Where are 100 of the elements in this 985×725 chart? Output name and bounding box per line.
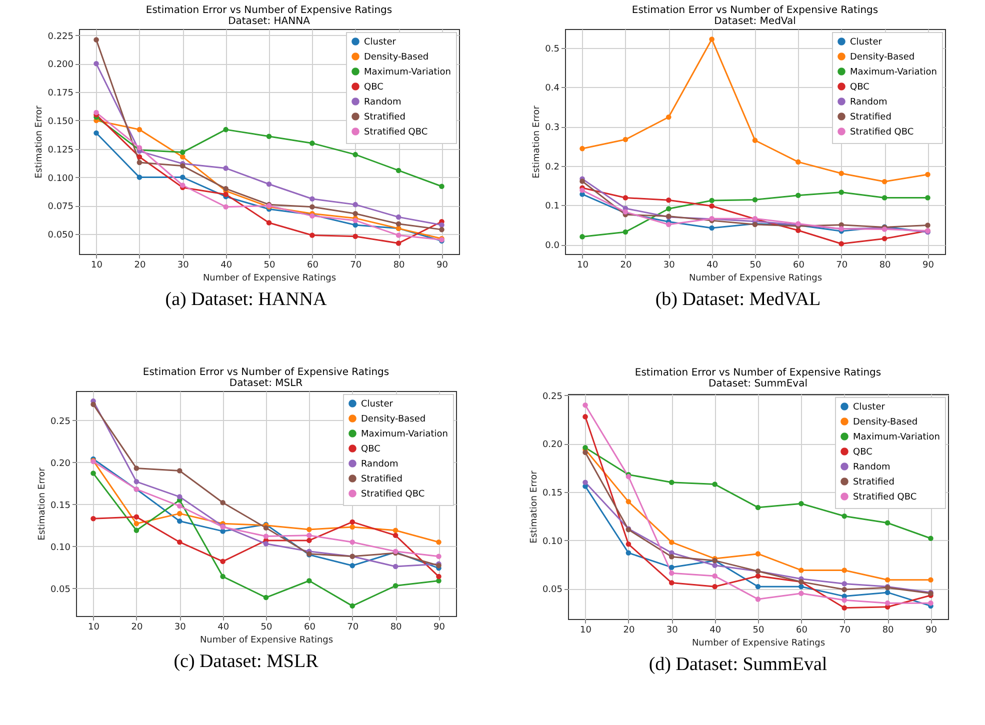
point [798, 500, 804, 506]
x-axis-title: Number of Expensive Ratings [688, 274, 822, 284]
point [136, 154, 142, 160]
legend-label: QBC [361, 444, 380, 454]
point [134, 521, 140, 526]
point [582, 450, 588, 456]
point [392, 583, 398, 588]
point [755, 573, 761, 579]
x-tick-label: 80 [390, 622, 402, 632]
point [392, 564, 398, 570]
point [842, 514, 848, 519]
x-tick-label: 20 [134, 260, 146, 270]
point [392, 528, 398, 534]
y-tick-label: 0.05 [50, 584, 70, 595]
point [622, 195, 628, 200]
x-tick-label: 90 [926, 626, 938, 636]
point [309, 204, 314, 210]
point [436, 554, 442, 560]
y-tick-label: 0.15 [542, 488, 562, 499]
point [350, 519, 356, 525]
point [928, 600, 934, 606]
x-tick-label: 30 [663, 260, 676, 270]
legend-label: QBC [853, 448, 872, 458]
point [436, 574, 442, 580]
x-tick-label: 90 [436, 260, 448, 270]
x-tick-label: 20 [131, 622, 143, 632]
x-tick-label: 60 [792, 260, 805, 270]
legend-label: Cluster [850, 38, 882, 48]
point [176, 539, 182, 545]
point [755, 584, 761, 590]
x-tick-label: 90 [434, 622, 446, 632]
point [263, 541, 269, 546]
point [884, 590, 890, 596]
point [709, 203, 714, 209]
point [266, 134, 272, 140]
point [263, 594, 269, 600]
point [306, 526, 312, 532]
point [134, 466, 140, 471]
x-tick-label: 60 [306, 260, 318, 270]
point [928, 577, 934, 583]
x-tick-label: 40 [710, 626, 722, 636]
x-axis-title: Number of Expensive Ratings [200, 636, 334, 646]
point [838, 241, 844, 246]
point [222, 192, 228, 197]
point [884, 600, 890, 606]
legend-label: Maximum-Variation [361, 430, 448, 440]
chart-subtitle: Dataset: MSLR [229, 378, 303, 389]
point [712, 573, 718, 579]
point [136, 145, 142, 150]
x-tick-label: 40 [218, 622, 230, 632]
point [136, 160, 142, 166]
legend-label: Stratified QBC [850, 128, 914, 138]
point [582, 402, 588, 408]
y-tick-label: 0.20 [542, 440, 563, 450]
y-tick-label: 0.225 [47, 32, 73, 42]
point [395, 232, 401, 238]
x-axis-title: Number of Expensive Ratings [202, 274, 336, 284]
point [925, 222, 930, 228]
point [222, 186, 228, 192]
legend-label: Stratified QBC [853, 492, 917, 502]
point [668, 570, 674, 576]
legend-label: QBC [850, 82, 870, 92]
point [755, 504, 761, 510]
text: (c) Dataset: MSLR [174, 651, 318, 673]
point [884, 577, 890, 583]
y-tick-label: 0.175 [47, 88, 73, 99]
point [222, 204, 228, 210]
legend-label: Maximum-Variation [364, 68, 450, 78]
x-tick-label: 30 [174, 622, 186, 632]
point [306, 578, 312, 584]
y-tick-label: 0.0 [545, 241, 560, 252]
point [842, 605, 848, 611]
point [709, 225, 714, 231]
point [626, 550, 632, 556]
point [838, 190, 844, 195]
x-tick-label: 10 [577, 260, 589, 270]
y-tick-label: 0.050 [47, 230, 74, 241]
point [220, 528, 226, 534]
legend-label: Stratified QBC [364, 128, 428, 138]
x-tick-label: 60 [796, 626, 808, 636]
x-tick-label: 80 [392, 260, 405, 270]
point [666, 222, 672, 228]
point [392, 532, 398, 538]
point [668, 580, 674, 586]
point [436, 578, 442, 584]
point [580, 178, 585, 184]
legend-label: Cluster [853, 402, 886, 412]
point [796, 159, 801, 165]
text: (a) Dataset: HANNA [165, 289, 327, 311]
point [220, 574, 226, 580]
x-tick-label: 30 [176, 260, 189, 270]
legend-label: Random [361, 460, 398, 470]
chart-subtitle: Dataset: SummEval [708, 378, 808, 390]
point [352, 222, 358, 228]
chart-title: Estimation Error vs Number of Expensive Ratings [634, 367, 882, 378]
point [842, 568, 848, 573]
point [666, 197, 672, 203]
point [666, 114, 672, 120]
point [884, 520, 890, 526]
point [582, 480, 588, 485]
